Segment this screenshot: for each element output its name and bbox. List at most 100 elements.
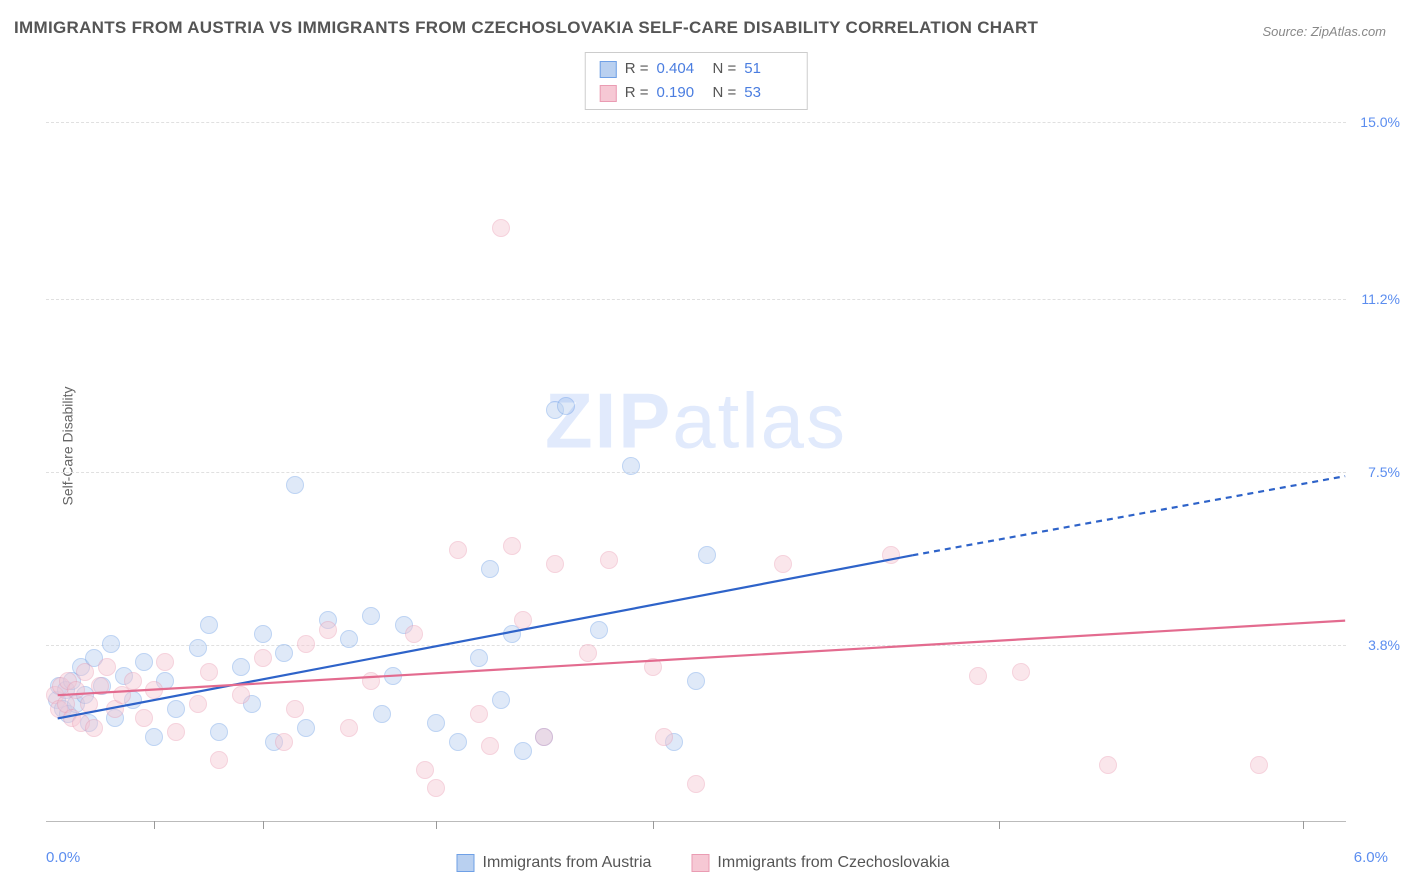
scatter-point-czech	[546, 555, 564, 573]
stats-swatch-icon	[600, 61, 617, 78]
scatter-point-czech	[124, 672, 142, 690]
scatter-point-czech	[85, 719, 103, 737]
stats-n-value: 51	[744, 57, 792, 81]
scatter-point-austria	[102, 635, 120, 653]
x-axis-min-label: 0.0%	[46, 849, 80, 866]
scatter-point-czech	[687, 775, 705, 793]
scatter-point-austria	[200, 616, 218, 634]
scatter-point-austria	[470, 649, 488, 667]
scatter-point-czech	[297, 635, 315, 653]
legend-label: Immigrants from Austria	[482, 854, 651, 872]
scatter-point-czech	[200, 663, 218, 681]
scatter-point-austria	[481, 560, 499, 578]
plot-inner: 3.8%7.5%11.2%15.0%	[46, 52, 1346, 821]
scatter-point-austria	[449, 733, 467, 751]
scatter-point-czech	[156, 653, 174, 671]
trend-lines	[46, 52, 1346, 821]
trendline-dash-austria	[912, 476, 1345, 555]
scatter-point-czech	[319, 621, 337, 639]
scatter-point-czech	[286, 700, 304, 718]
scatter-point-czech	[76, 663, 94, 681]
scatter-point-czech	[427, 779, 445, 797]
stats-r-value: 0.190	[657, 81, 705, 105]
scatter-point-czech	[145, 681, 163, 699]
scatter-point-czech	[969, 667, 987, 685]
scatter-point-czech	[210, 751, 228, 769]
scatter-point-austria	[427, 714, 445, 732]
scatter-point-austria	[590, 621, 608, 639]
stats-r-label: R =	[625, 57, 649, 81]
x-tick	[263, 821, 264, 829]
scatter-point-czech	[98, 658, 116, 676]
gridline	[46, 472, 1346, 473]
scatter-point-czech	[189, 695, 207, 713]
scatter-point-austria	[362, 607, 380, 625]
stats-r-value: 0.404	[657, 57, 705, 81]
scatter-point-czech	[275, 733, 293, 751]
gridline	[46, 122, 1346, 123]
scatter-point-austria	[275, 644, 293, 662]
scatter-point-austria	[622, 457, 640, 475]
stats-row-czech: R =0.190N =53	[600, 81, 793, 105]
scatter-point-austria	[373, 705, 391, 723]
scatter-point-austria	[687, 672, 705, 690]
scatter-point-czech	[80, 695, 98, 713]
scatter-point-czech	[405, 625, 423, 643]
scatter-point-czech	[600, 551, 618, 569]
stats-n-label: N =	[713, 57, 737, 81]
gridline	[46, 645, 1346, 646]
stats-swatch-icon	[600, 85, 617, 102]
plot-area: 3.8%7.5%11.2%15.0% ZIPatlas R =0.404N =5…	[46, 52, 1346, 822]
source-label: Source: ZipAtlas.com	[1262, 24, 1386, 39]
scatter-point-czech	[655, 728, 673, 746]
x-axis-max-label: 6.0%	[1354, 849, 1388, 866]
y-tick-label: 11.2%	[1361, 291, 1400, 307]
scatter-point-austria	[210, 723, 228, 741]
scatter-point-czech	[1099, 756, 1117, 774]
scatter-point-czech	[579, 644, 597, 662]
y-tick-label: 7.5%	[1368, 464, 1400, 480]
scatter-point-austria	[167, 700, 185, 718]
scatter-point-czech	[535, 728, 553, 746]
scatter-point-czech	[774, 555, 792, 573]
scatter-point-czech	[91, 677, 109, 695]
scatter-point-austria	[297, 719, 315, 737]
scatter-point-austria	[340, 630, 358, 648]
scatter-point-czech	[449, 541, 467, 559]
scatter-point-czech	[514, 611, 532, 629]
legend-item-austria: Immigrants from Austria	[456, 854, 651, 872]
scatter-point-austria	[514, 742, 532, 760]
gridline	[46, 299, 1346, 300]
x-tick	[653, 821, 654, 829]
scatter-point-austria	[698, 546, 716, 564]
scatter-point-czech	[135, 709, 153, 727]
scatter-point-austria	[384, 667, 402, 685]
legend: Immigrants from Austria Immigrants from C…	[456, 854, 949, 872]
scatter-point-czech	[1250, 756, 1268, 774]
scatter-point-czech	[481, 737, 499, 755]
legend-item-czech: Immigrants from Czechoslovakia	[691, 854, 949, 872]
scatter-point-czech	[254, 649, 272, 667]
scatter-point-czech	[882, 546, 900, 564]
scatter-point-austria	[135, 653, 153, 671]
scatter-point-czech	[232, 686, 250, 704]
scatter-point-austria	[145, 728, 163, 746]
x-tick	[436, 821, 437, 829]
scatter-point-czech	[340, 719, 358, 737]
scatter-point-austria	[189, 639, 207, 657]
legend-swatch-icon	[456, 854, 474, 872]
scatter-point-czech	[503, 537, 521, 555]
scatter-point-czech	[362, 672, 380, 690]
scatter-point-czech	[1012, 663, 1030, 681]
stats-r-label: R =	[625, 81, 649, 105]
x-tick	[154, 821, 155, 829]
trendline-austria	[58, 555, 913, 718]
scatter-point-austria	[286, 476, 304, 494]
stats-row-austria: R = 0.404 N = 51	[600, 57, 793, 81]
y-tick-label: 3.8%	[1368, 637, 1400, 653]
scatter-point-czech	[492, 219, 510, 237]
scatter-point-austria	[254, 625, 272, 643]
y-tick-label: 15.0%	[1360, 114, 1400, 130]
stats-box: R =0.404N =51R =0.190N =53	[585, 52, 808, 110]
scatter-point-czech	[167, 723, 185, 741]
